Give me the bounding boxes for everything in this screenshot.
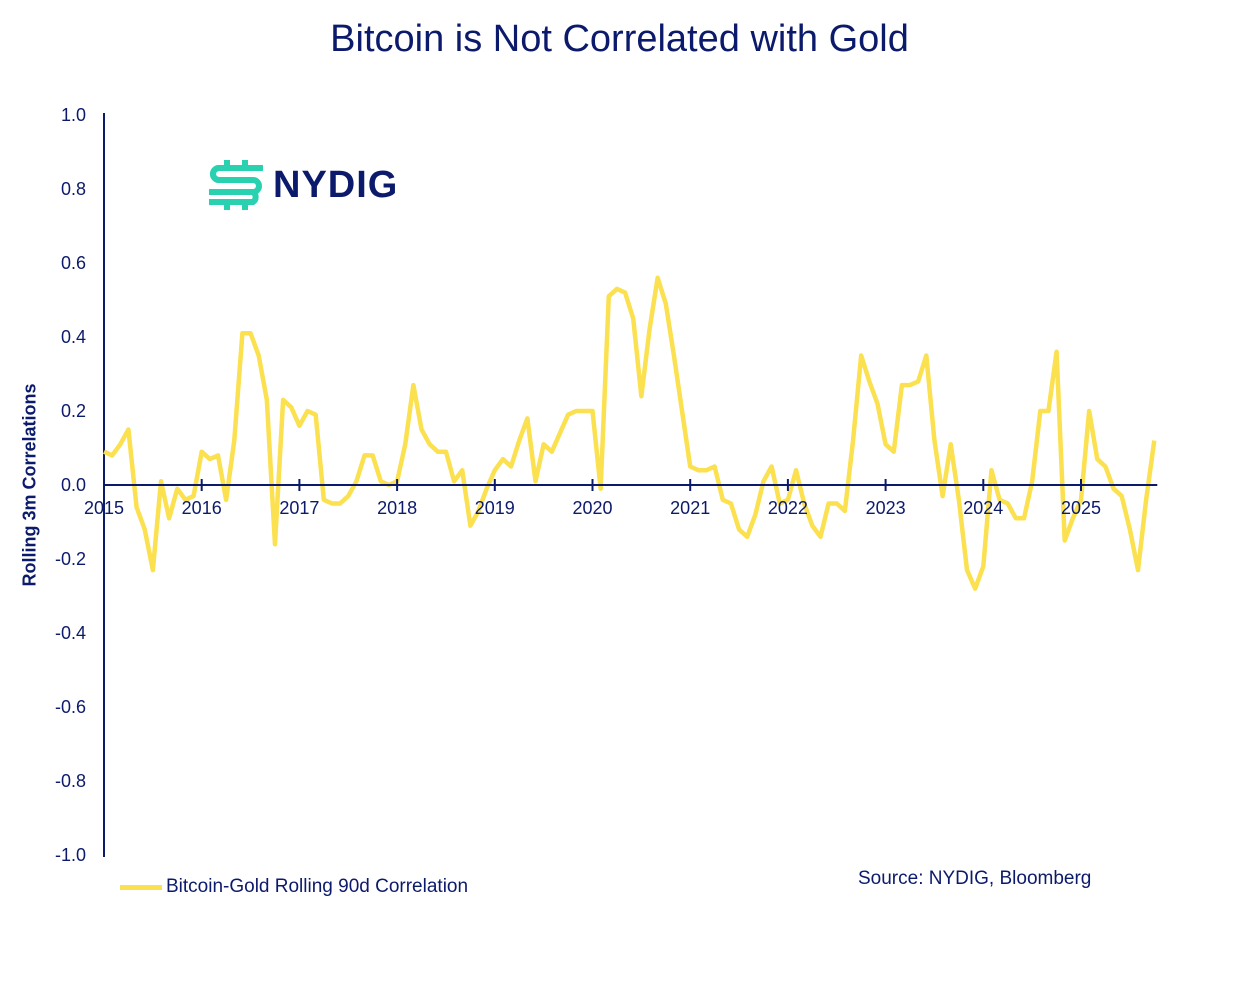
x-tick-label: 2021 [670, 498, 710, 518]
chart-title: Bitcoin is Not Correlated with Gold [330, 18, 909, 60]
nydig-logo-text: NYDIG [273, 163, 399, 206]
y-tick-label: 0.2 [61, 401, 86, 421]
x-tick-label: 2024 [963, 498, 1003, 518]
y-tick-label: 0.4 [61, 327, 86, 347]
correlation-line [103, 275, 1157, 591]
x-tick-label: 2017 [279, 498, 319, 518]
legend: Bitcoin-Gold Rolling 90d Correlation [120, 876, 468, 898]
nydig-logo: NYDIG [207, 158, 398, 212]
x-tick-label: 2022 [768, 498, 808, 518]
y-tick-label: -1.0 [55, 845, 86, 865]
x-tick-label: 2020 [572, 498, 612, 518]
y-tick-label: -0.4 [55, 623, 86, 643]
y-tick-label: 1.0 [61, 105, 86, 125]
x-tick-label: 2018 [377, 498, 417, 518]
y-tick-label: 0.6 [61, 253, 86, 273]
y-axis-label: Rolling 3m Correlations [19, 383, 40, 587]
x-tick-label: 2015 [84, 498, 124, 518]
nydig-logo-icon [209, 160, 263, 210]
source-note: Source: NYDIG, Bloomberg [858, 868, 1092, 889]
x-tick-label: 2016 [182, 498, 222, 518]
x-tick-label: 2023 [866, 498, 906, 518]
x-tick-label: 2025 [1061, 498, 1101, 518]
legend-label: Bitcoin-Gold Rolling 90d Correlation [166, 876, 469, 897]
y-tick-label: 0.8 [61, 179, 86, 199]
y-tick-label: -0.6 [55, 697, 86, 717]
y-tick-label: -0.8 [55, 771, 86, 791]
legend-swatch [120, 884, 162, 890]
y-tick-label: 0.0 [61, 475, 86, 495]
y-tick-label: -0.2 [55, 549, 86, 569]
x-tick-label: 2019 [475, 498, 515, 518]
